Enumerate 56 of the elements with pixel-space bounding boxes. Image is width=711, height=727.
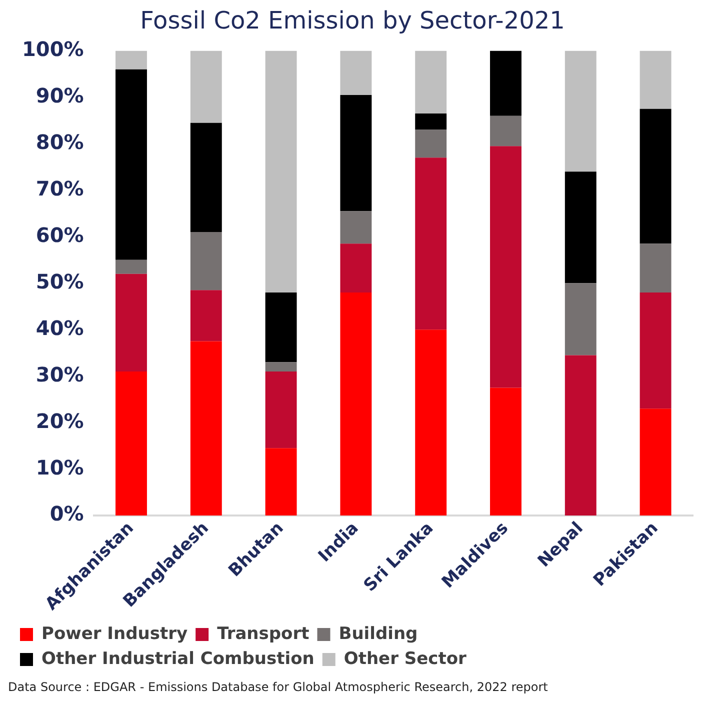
bar (190, 232, 222, 290)
bar (490, 146, 522, 388)
bar (265, 292, 297, 362)
legend-label: Transport (217, 624, 310, 644)
bar (415, 130, 447, 158)
y-tick-label: 10% (36, 455, 84, 480)
bar (340, 244, 372, 292)
bar (640, 108, 672, 244)
bar (564, 355, 596, 516)
legend-label: Power Industry (42, 624, 188, 644)
bar (640, 292, 672, 409)
bar (265, 448, 297, 516)
bar (116, 371, 147, 516)
bar (415, 114, 447, 130)
bar (190, 341, 222, 516)
bar (116, 274, 147, 372)
bar (490, 50, 522, 116)
bar (564, 283, 596, 356)
bar (190, 122, 222, 232)
bar (564, 50, 596, 172)
bar (490, 116, 522, 146)
y-tick-label: 90% (36, 83, 84, 108)
bar (190, 290, 222, 342)
y-tick-label: 100% (22, 37, 84, 62)
bar (490, 388, 522, 516)
y-tick-label: 40% (36, 316, 84, 340)
bar (640, 50, 672, 109)
y-tick-label: 30% (36, 362, 84, 386)
bar (340, 94, 372, 212)
bar (640, 244, 672, 292)
y-tick-label: 0% (50, 502, 84, 526)
bar (265, 362, 297, 372)
y-tick-label: 60% (36, 222, 84, 247)
legend-label: Other Industrial Combustion (42, 648, 314, 669)
bar (640, 408, 672, 516)
bar (415, 50, 447, 114)
bar (265, 50, 297, 292)
bar (340, 50, 372, 95)
bar (265, 371, 297, 448)
bar (116, 69, 147, 260)
legend-label: Other Sector (344, 648, 468, 669)
bar (190, 50, 222, 123)
bar (340, 292, 372, 516)
source-note: Data Source : EDGAR - Emissions Database for Global Atmospheric Research, 2022 report (8, 680, 549, 694)
bar (116, 260, 147, 274)
y-tick-label: 20% (36, 408, 84, 433)
bar (564, 172, 596, 284)
bar (340, 211, 372, 244)
bar (116, 50, 147, 70)
y-tick-label: 70% (36, 176, 84, 200)
y-tick-label: 50% (36, 269, 84, 294)
bar (415, 330, 447, 516)
bar (415, 158, 447, 330)
legend-label: Building (338, 624, 418, 644)
chart-title: Fossil Co2 Emission by Sector-2021 (140, 6, 565, 35)
y-tick-label: 80% (36, 130, 84, 154)
